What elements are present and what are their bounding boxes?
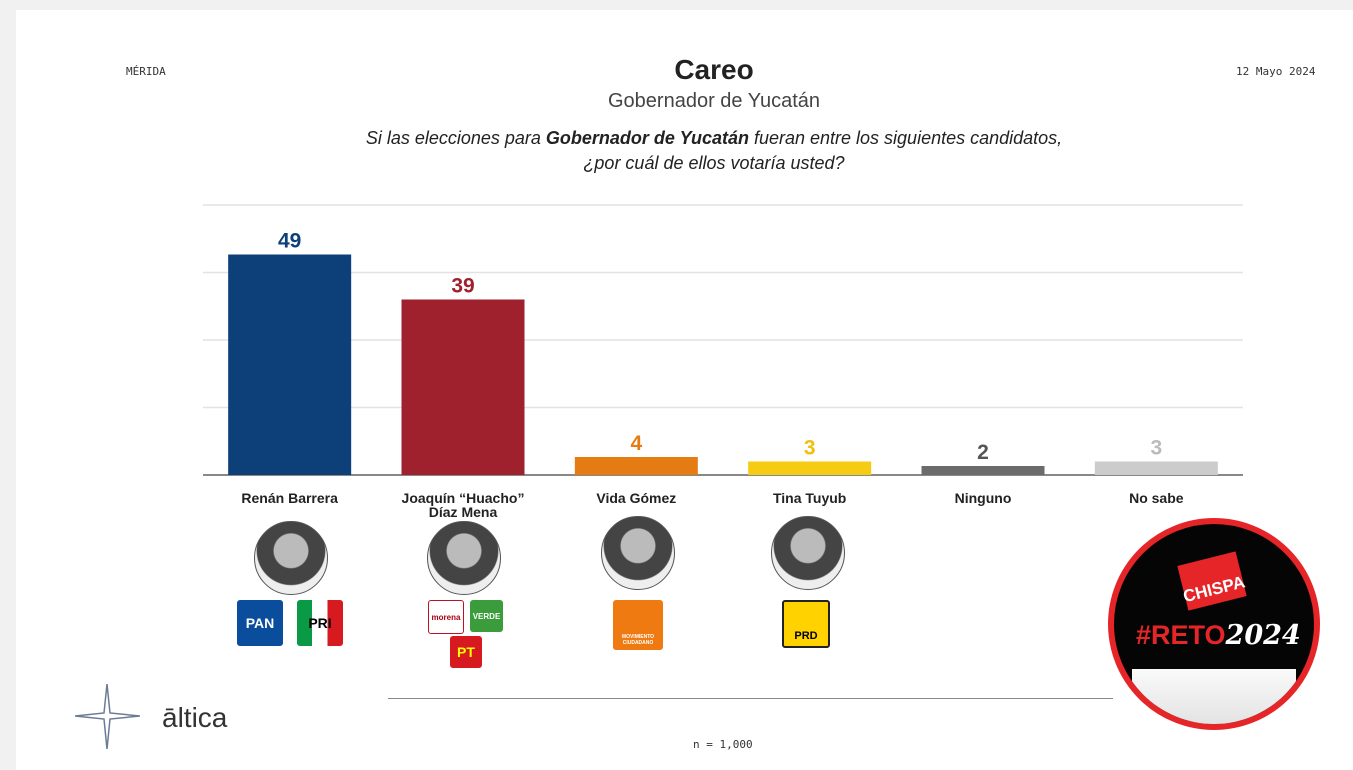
category-label: Joaquín “Huacho”	[402, 490, 525, 506]
category-label: Vida Gómez	[596, 490, 676, 506]
pan-logo: PAN	[237, 600, 283, 646]
pri-logo: PRI	[297, 600, 343, 646]
question: Si las elecciones para Gobernador de Yuc…	[364, 126, 1064, 176]
question-pre: Si las elecciones para	[365, 128, 546, 148]
bar	[228, 254, 352, 475]
candidate-photo-diaz	[427, 521, 501, 595]
data-label: 39	[451, 275, 474, 298]
bar	[401, 299, 525, 475]
pt-logo: PT	[450, 636, 482, 668]
data-label: 2	[977, 441, 989, 464]
reto-label: #RETO	[1136, 620, 1226, 650]
candidate-photo-barrera	[254, 521, 328, 595]
morena-logo: morena	[428, 600, 464, 634]
location: MÉRIDA	[126, 65, 166, 78]
category-label: Renán Barrera	[241, 490, 338, 506]
prd-logo: PRD	[782, 600, 830, 648]
chispa-text: CHISPA	[1181, 572, 1247, 607]
brand-name: āltica	[162, 702, 228, 733]
date: 12 Mayo 2024	[1236, 65, 1316, 78]
question-bold: Gobernador de Yucatán	[545, 128, 749, 148]
reto-text: #RETO2024	[1136, 620, 1301, 651]
category-label: Ninguno	[955, 490, 1012, 506]
data-label: 3	[804, 437, 816, 460]
footer-divider	[388, 698, 1113, 699]
question-post: fueran entre los siguientes candidatos, …	[583, 128, 1063, 173]
verde-logo: VERDE	[470, 600, 503, 632]
sample-size: n = 1,000	[693, 738, 753, 751]
chart-subtitle: Gobernador de Yucatán	[607, 90, 821, 112]
data-label: 3	[1150, 437, 1162, 460]
bar-chart: 49 Renán Barrera 39 Joaquín “Huacho”Díaz Me…	[203, 204, 1243, 520]
mc-logo: MOVIMIENTO CIUDADANO	[613, 600, 663, 650]
category-label: Díaz Mena	[429, 504, 498, 520]
category-label: No sabe	[1129, 490, 1184, 506]
chispa-ballot: CHISPA	[1177, 551, 1247, 611]
candidate-photo-tuyub	[771, 516, 845, 590]
bar	[921, 466, 1045, 475]
chart-title: Careo	[674, 54, 754, 85]
bar	[574, 457, 698, 475]
altica-star-icon	[75, 684, 140, 749]
ballot-box	[1132, 669, 1296, 724]
bar	[1094, 461, 1218, 475]
bar	[748, 461, 872, 475]
category-label: Tina Tuyub	[773, 490, 846, 506]
candidate-photo-gomez	[601, 516, 675, 590]
reto2024-badge: CHISPA #RETO2024	[1108, 518, 1320, 730]
reto-year: 2024	[1225, 620, 1301, 651]
data-label: 49	[278, 230, 301, 253]
data-label: 4	[630, 432, 642, 455]
